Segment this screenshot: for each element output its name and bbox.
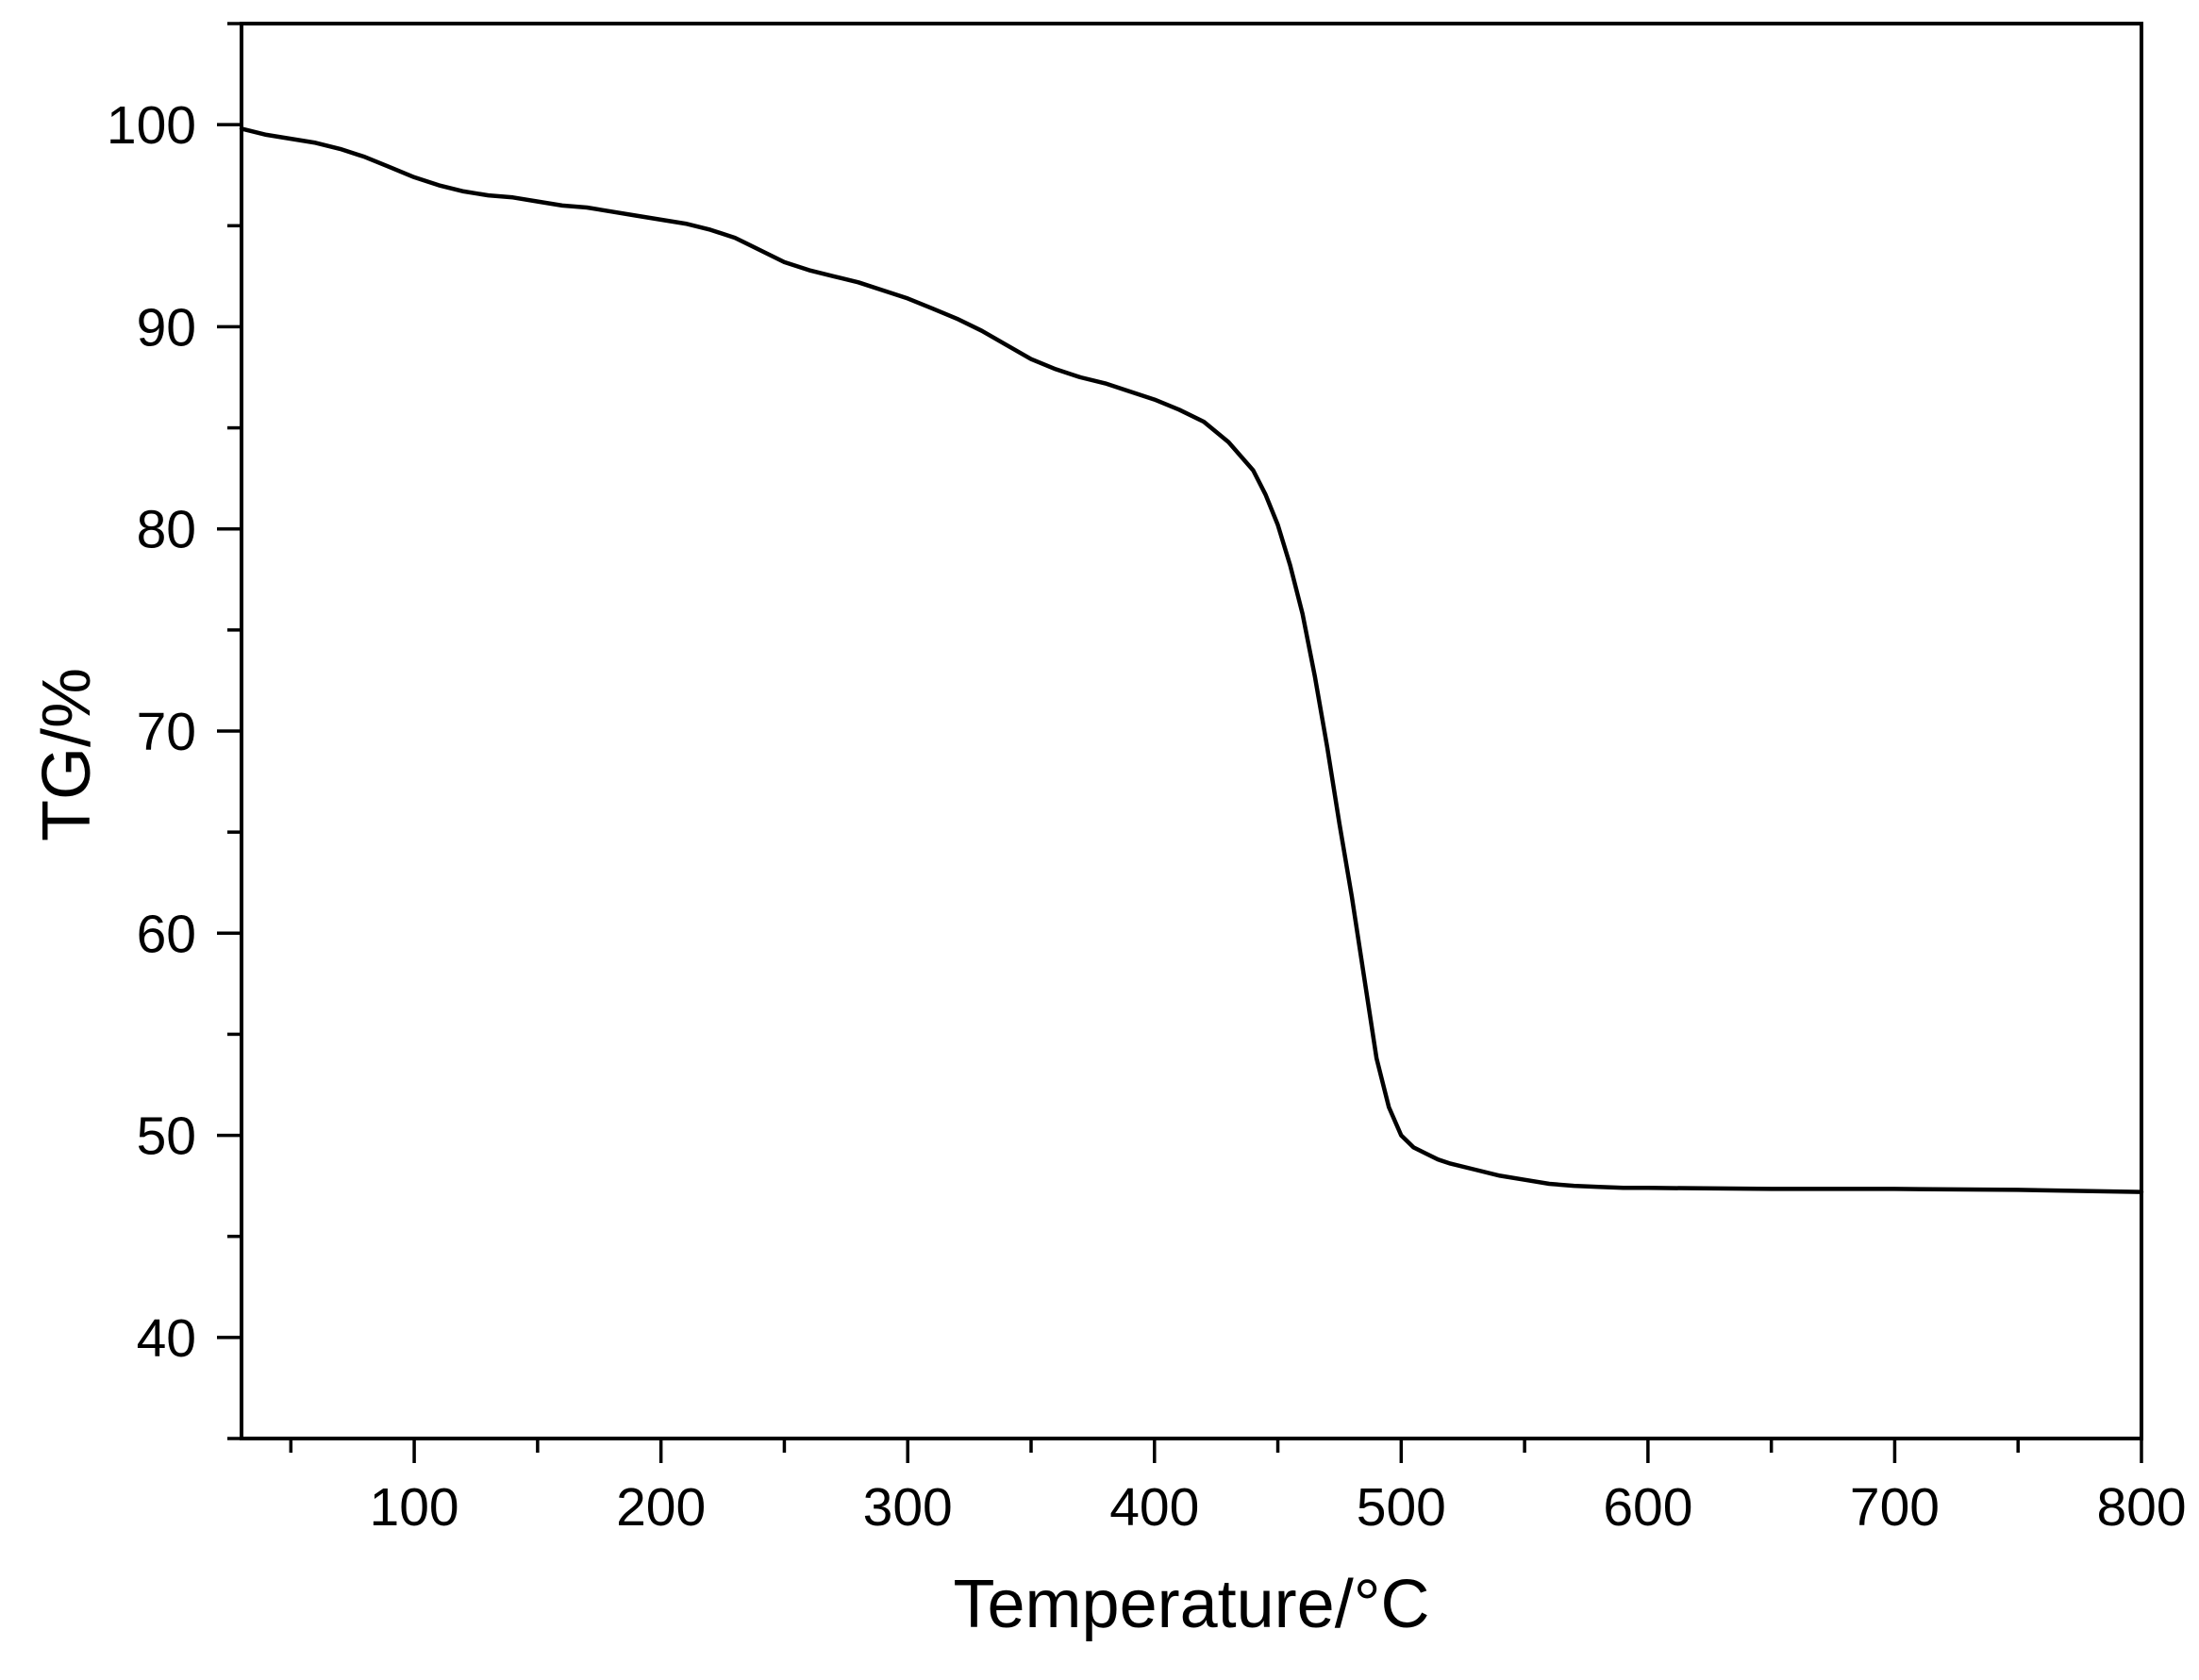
x-tick-label: 300 bbox=[863, 1477, 953, 1538]
y-tick-label: 70 bbox=[137, 702, 196, 762]
plot-frame bbox=[240, 22, 2143, 1440]
series-layer bbox=[239, 126, 2144, 1194]
y-axis-title: TG/% bbox=[29, 668, 105, 841]
x-tick-label: 800 bbox=[2096, 1477, 2186, 1538]
x-tick-label: 200 bbox=[616, 1477, 706, 1538]
x-tick-label: 500 bbox=[1357, 1477, 1446, 1538]
tg-curve-line bbox=[239, 126, 2144, 1194]
y-axis-ticks: 40 50 60 70 80 90 100 bbox=[107, 22, 242, 1440]
x-tick-label: 600 bbox=[1603, 1477, 1692, 1538]
x-tick-label: 700 bbox=[1850, 1477, 1940, 1538]
y-tick-label: 100 bbox=[107, 95, 196, 156]
y-tick-label: 90 bbox=[137, 297, 196, 358]
x-tick-label: 400 bbox=[1109, 1477, 1199, 1538]
x-tick-label: 100 bbox=[370, 1477, 459, 1538]
y-tick-label: 80 bbox=[137, 500, 196, 560]
x-axis-title: Temperature/°C bbox=[954, 1567, 1430, 1642]
y-tick-label: 50 bbox=[137, 1106, 196, 1167]
y-tick-label: 60 bbox=[137, 904, 196, 964]
y-tick-label: 40 bbox=[137, 1308, 196, 1369]
x-axis-ticks: 100 200 300 400 500 600 700 800 bbox=[289, 1439, 2187, 1538]
